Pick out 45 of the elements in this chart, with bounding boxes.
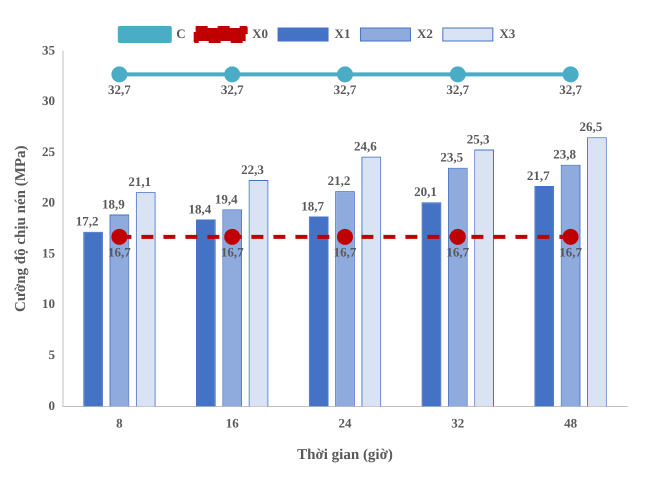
y-tick-label: 15 — [42, 245, 56, 260]
x-tick-label: 48 — [564, 416, 578, 431]
data-label: 26,5 — [580, 119, 603, 134]
data-label: 32,7 — [220, 82, 244, 98]
x-axis-title: Thời gian (giờ) — [297, 446, 393, 463]
data-label: 24,6 — [354, 138, 378, 154]
y-tick-label: 5 — [48, 346, 56, 362]
x-tick-label: 16 — [226, 416, 240, 431]
y-tick-label: 35 — [42, 42, 56, 58]
bar — [534, 186, 554, 406]
y-tick-label: 20 — [42, 194, 55, 210]
data-label: 25,3 — [466, 131, 490, 146]
y-tick-label: 0 — [48, 398, 55, 413]
bar — [83, 232, 103, 406]
data-label: 19,4 — [214, 191, 238, 206]
data-label: 23,8 — [553, 146, 576, 162]
y-tick-label: 25 — [42, 144, 56, 159]
data-label: 22,3 — [241, 162, 264, 177]
data-label: 18,9 — [102, 196, 126, 212]
bar — [422, 202, 442, 406]
data-label: 32,7 — [446, 82, 470, 98]
data-label: 20,1 — [414, 184, 437, 200]
x-tick-label: 8 — [116, 416, 124, 431]
y-axis-title: Cường độ chịu nén (MPa) — [12, 145, 29, 312]
data-label: 32,7 — [334, 82, 357, 98]
data-label: 32,7 — [108, 82, 132, 98]
data-label: 21,1 — [128, 174, 152, 190]
legend-label: X2 — [416, 26, 433, 41]
data-label: 18,4 — [188, 201, 212, 216]
y-tick-label: 30 — [42, 93, 55, 108]
data-label: 32,7 — [559, 82, 582, 98]
legend-label: X3 — [499, 26, 516, 41]
legend-label: C — [176, 26, 186, 41]
data-label: 18,7 — [301, 198, 325, 214]
legend-label: X1 — [334, 26, 350, 41]
data-label: 21,7 — [526, 168, 550, 183]
bar — [196, 220, 216, 406]
x-tick-label: 24 — [338, 416, 352, 431]
legend-label: X0 — [252, 26, 268, 41]
x-tick-label: 32 — [451, 416, 464, 431]
bar — [308, 216, 329, 406]
y-tick-label: 10 — [42, 296, 55, 312]
data-label: 23,5 — [440, 150, 464, 165]
data-label: 21,2 — [328, 172, 350, 188]
data-label: 17,2 — [76, 214, 98, 229]
